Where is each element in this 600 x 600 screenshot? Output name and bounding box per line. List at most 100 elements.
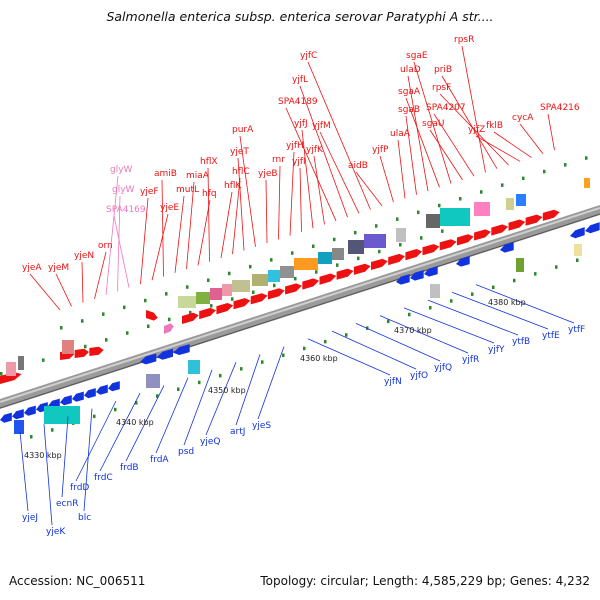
leader-line: [493, 131, 532, 158]
tick-mark: [585, 156, 588, 160]
tick-mark: [84, 344, 87, 349]
gene-label-top: glyW: [112, 185, 135, 195]
features: [0, 178, 600, 434]
gene-label-bottom: ecnR: [56, 499, 78, 509]
gene-label-top: SPA4189: [278, 97, 318, 107]
operon-box: [318, 252, 332, 264]
leader-line: [427, 299, 519, 336]
forward-gene-arrow: [439, 239, 457, 251]
leader-line: [441, 75, 498, 169]
tick-mark: [282, 353, 285, 357]
operon-box: [516, 194, 526, 206]
leader-line: [451, 291, 549, 330]
tick-mark: [81, 319, 84, 323]
operon-box: [62, 340, 74, 354]
tick-mark: [198, 380, 201, 385]
tick-mark: [114, 407, 117, 412]
forward-gene-arrow: [336, 268, 354, 280]
genome-summary-text: Topology: circular; Length: 4,585,229 bp…: [260, 574, 590, 588]
tick-mark: [408, 312, 411, 317]
tick-mark: [555, 265, 558, 269]
operon-box: [146, 374, 160, 388]
forward-gene-arrow: [388, 253, 405, 266]
reverse-gene-arrow: [12, 409, 24, 420]
leader-line: [285, 107, 337, 221]
tick-mark: [93, 414, 96, 419]
operon-box: [364, 234, 386, 248]
forward-gene-arrow: [456, 234, 474, 246]
leader-line: [197, 199, 211, 266]
leader-line: [237, 157, 245, 251]
tick-mark: [60, 326, 63, 330]
forward-gene-arrow: [233, 298, 251, 310]
operon-box: [332, 248, 344, 260]
tick-labels: 4330 kbp 4340 kbp 4350 kbp 4360 kbp 4370 kbp…: [24, 298, 526, 460]
leader-line: [397, 139, 406, 199]
leader-line: [232, 177, 241, 255]
leader-line: [299, 85, 348, 218]
tick-mark: [228, 271, 231, 276]
leader-line: [355, 171, 383, 207]
backbone-highlight: [0, 207, 600, 403]
leader-lines: [19, 45, 575, 526]
gene-label-top: yjfC: [300, 51, 317, 61]
operon-box: [294, 258, 318, 270]
tick-mark: [387, 319, 390, 324]
leader-line: [220, 191, 233, 258]
leader-line: [405, 115, 417, 195]
operon-box: [574, 244, 582, 256]
gene-label-bottom: yjeS: [252, 421, 271, 431]
leader-line: [475, 135, 521, 162]
gene-label-bottom: frdA: [150, 455, 169, 465]
forward-gene-arrow: [353, 263, 371, 275]
tick-mark: [315, 270, 318, 274]
operon-box: [14, 420, 24, 434]
reverse-gene-arrow: [424, 266, 438, 277]
gene-label-top: yjeF: [140, 187, 159, 197]
operon-box: [222, 284, 232, 296]
leader-line: [257, 346, 285, 420]
rna-gene-arrow: [164, 323, 174, 334]
tick-mark: [0, 372, 3, 376]
gene-label-top: yjfI: [292, 157, 306, 167]
leader-line: [94, 251, 107, 299]
tick-label: 4350 kbp: [208, 386, 246, 395]
tick-mark: [291, 251, 294, 255]
tick-mark: [333, 237, 336, 242]
gene-label-bottom: yjeJ: [22, 513, 38, 523]
operon-box: [44, 406, 80, 424]
reverse-gene-arrow: [410, 270, 424, 281]
gene-label-top: fklB: [486, 121, 503, 131]
gene-label-bottom: ytfF: [568, 325, 585, 335]
leader-line: [355, 323, 441, 362]
tick-mark: [534, 272, 537, 276]
leader-line: [75, 400, 117, 482]
leader-line: [43, 424, 53, 526]
gene-label-top: purA: [232, 125, 254, 135]
tick-mark: [438, 203, 441, 208]
tick-mark: [207, 278, 210, 282]
tick-label: 4340 kbp: [116, 418, 154, 427]
gene-label-bottom: ytfB: [512, 337, 530, 347]
reverse-gene-arrow: [0, 412, 12, 423]
reverse-gene-arrow: [96, 384, 108, 395]
gene-label-top: hflX: [200, 157, 218, 167]
operon-box: [516, 258, 524, 272]
leader-line: [429, 129, 463, 181]
operon-box: [268, 270, 280, 282]
forward-gene-arrow: [491, 224, 509, 236]
leader-line: [519, 123, 544, 155]
leader-line: [239, 135, 256, 247]
tick-mark: [219, 373, 222, 378]
tick-mark: [135, 401, 138, 405]
operon-box: [18, 356, 24, 370]
gene-label-top: sgaU: [422, 119, 445, 129]
tick-mark: [543, 169, 546, 174]
backbone-shadow: [0, 213, 600, 409]
tick-mark: [399, 243, 402, 247]
leader-line: [99, 393, 141, 472]
leader-line: [207, 167, 210, 262]
leader-line: [407, 75, 429, 192]
operon-box: [396, 228, 406, 242]
